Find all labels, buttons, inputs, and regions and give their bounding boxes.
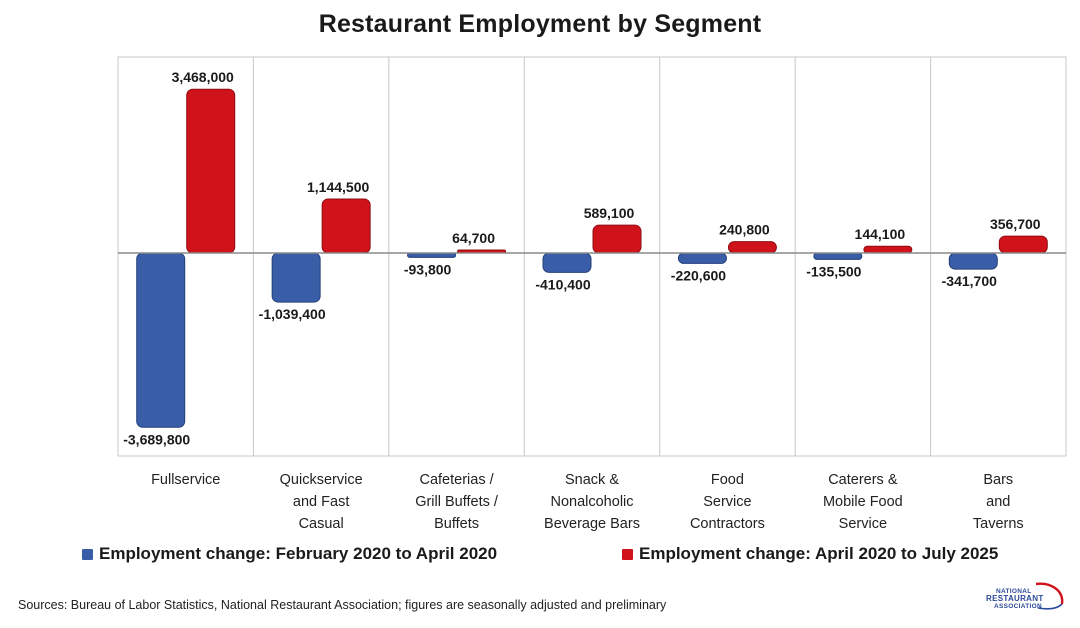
category-label: Service [703,494,751,510]
data-label: -93,800 [404,261,452,277]
bar-chart: -3,689,800 -1,039,400 -93,800 -410,400 -220,… [117,56,1067,532]
data-label: -410,400 [535,276,590,292]
category-label: Taverns [973,516,1024,532]
category-label: Grill Buffets / [415,494,499,510]
bar-feb-apr-2020-3 [542,252,592,273]
bar-feb-apr-2020-6 [948,252,998,270]
data-label: -220,600 [671,267,726,283]
data-label: 1,144,500 [307,179,369,195]
data-label: -341,700 [942,273,997,289]
data-label: 240,800 [719,222,770,238]
bar-feb-apr-2020-0 [136,252,186,428]
bar-feb-apr-2020-1 [271,252,321,303]
legend: Employment change: February 2020 to Apri… [0,544,1080,570]
category-label: Casual [299,516,344,532]
data-label: 356,700 [990,216,1041,232]
category-label: Nonalcoholic [550,494,633,510]
bar-apr2020-jul2025-0 [186,88,236,254]
category-label: Cafeterias / [419,472,494,488]
logo-text-2: RESTAURANT [986,594,1044,603]
logo-swoosh-icon [1035,582,1064,610]
category-label: Mobile Food [823,494,903,510]
category-label: Food [711,472,744,488]
bar-apr2020-jul2025-5 [863,245,913,254]
plot-area [117,56,1067,457]
data-label: 144,100 [855,226,906,242]
category-label: Buffets [434,516,479,532]
category-label: and [986,494,1010,510]
category-label: Quickservice [280,472,363,488]
data-label: 3,468,000 [172,69,234,85]
data-label: -1,039,400 [259,306,326,322]
bar-feb-apr-2020-5 [813,252,863,260]
category-label: Contractors [690,516,765,532]
legend-swatch-blue [82,548,93,560]
nra-logo: NATIONAL RESTAURANT ASSOCIATION [978,578,1068,618]
category-label: Beverage Bars [544,516,640,532]
bar-feb-apr-2020-4 [677,252,727,264]
category-label: Service [839,516,887,532]
category-label: Snack & [565,472,619,488]
bar-apr2020-jul2025-4 [727,241,777,254]
logo-text-1: NATIONAL [996,588,1032,595]
source-note: Sources: Bureau of Labor Statistics, Nat… [18,598,667,612]
logo-text-3: ASSOCIATION [994,603,1042,610]
category-label: Caterers & [828,472,898,488]
legend-item-series-2: Employment change: April 2020 to July 20… [622,544,998,564]
data-label: -135,500 [806,263,861,279]
category-label: and Fast [293,494,349,510]
legend-label-series-2: Employment change: April 2020 to July 20… [639,544,999,563]
chart-title: Restaurant Employment by Segment [318,10,762,38]
data-label: 64,700 [452,230,495,246]
bar-apr2020-jul2025-3 [592,224,642,254]
data-label: 589,100 [584,205,635,221]
category-label: Fullservice [151,472,220,488]
legend-swatch-red [622,548,633,560]
bar-apr2020-jul2025-6 [998,235,1048,254]
bar-apr2020-jul2025-1 [321,198,371,254]
legend-label-series-1: Employment change: February 2020 to Apri… [99,544,498,563]
data-label: -3,689,800 [123,431,190,447]
category-label: Bars [983,472,1013,488]
legend-item-series-1: Employment change: February 2020 to Apri… [82,544,497,564]
